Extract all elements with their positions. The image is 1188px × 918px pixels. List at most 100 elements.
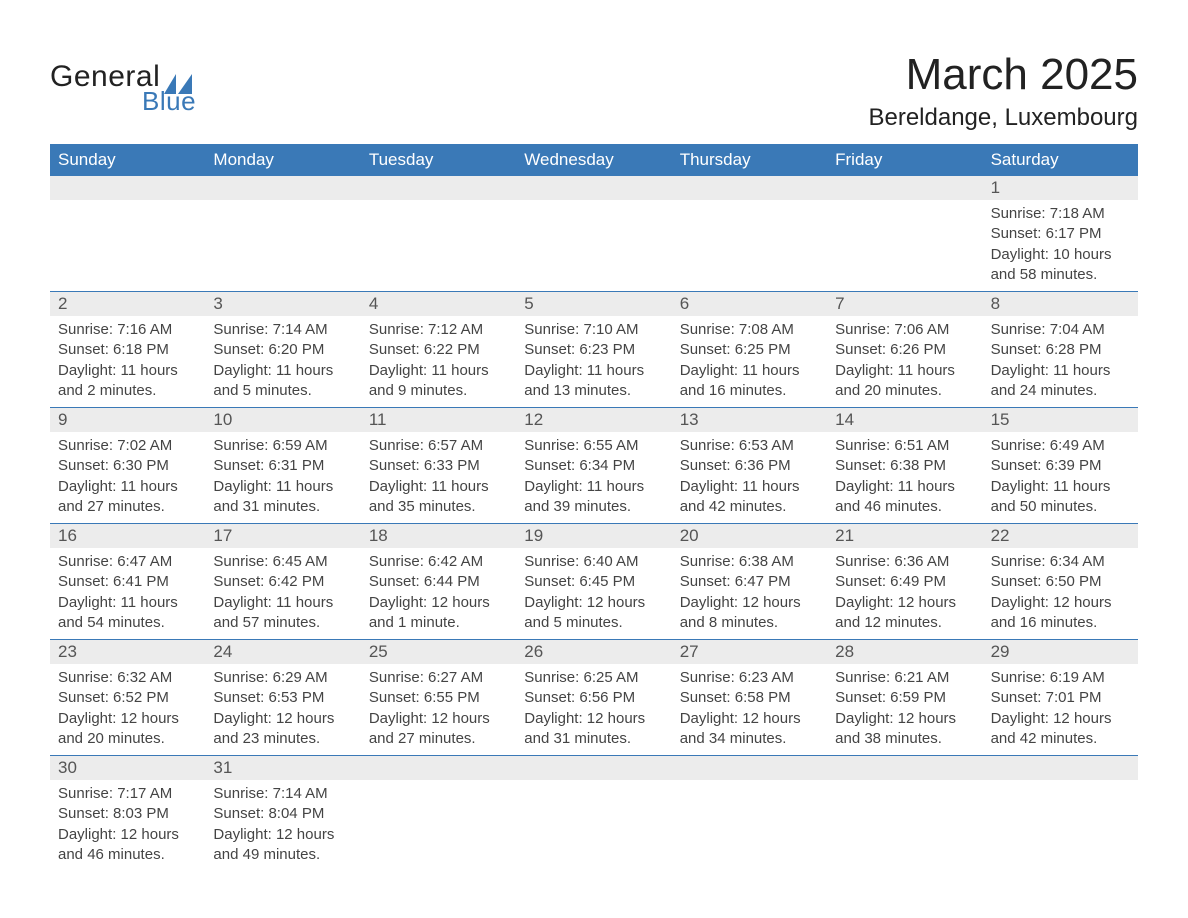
sunrise-text: Sunrise: 6:40 AM [524,552,663,572]
day-number [50,176,205,200]
daynum-row: 1 [50,176,1138,200]
weekday-header: Sunday [50,144,205,176]
day-cell: Sunrise: 7:02 AMSunset: 6:30 PMDaylight:… [50,432,205,523]
daylight-text: Daylight: 12 hours and 5 minutes. [524,593,663,634]
day-cell: Sunrise: 7:18 AMSunset: 6:17 PMDaylight:… [983,200,1138,291]
day-number: 8 [983,292,1138,316]
daylight-text: Daylight: 12 hours and 20 minutes. [58,709,197,750]
sunrise-text: Sunrise: 7:06 AM [835,320,974,340]
day-number: 27 [672,640,827,664]
day-number: 20 [672,524,827,548]
sunset-text: Sunset: 6:56 PM [524,688,663,708]
sunrise-text: Sunrise: 7:10 AM [524,320,663,340]
day-number: 16 [50,524,205,548]
daylight-text: Daylight: 12 hours and 38 minutes. [835,709,974,750]
daylight-text: Daylight: 12 hours and 27 minutes. [369,709,508,750]
day-number: 19 [516,524,671,548]
daylight-text: Daylight: 12 hours and 46 minutes. [58,825,197,866]
sunrise-text: Sunrise: 6:34 AM [991,552,1130,572]
sunset-text: Sunset: 6:26 PM [835,340,974,360]
day-cell: Sunrise: 6:25 AMSunset: 6:56 PMDaylight:… [516,664,671,755]
sunset-text: Sunset: 6:20 PM [213,340,352,360]
sunrise-text: Sunrise: 7:17 AM [58,784,197,804]
sunset-text: Sunset: 6:47 PM [680,572,819,592]
sunrise-text: Sunrise: 6:38 AM [680,552,819,572]
day-cell [50,200,205,291]
brand-logo-top: General [50,60,192,94]
weekday-header: Tuesday [361,144,516,176]
day-cell: Sunrise: 6:49 AMSunset: 6:39 PMDaylight:… [983,432,1138,523]
day-number: 17 [205,524,360,548]
sunset-text: Sunset: 6:55 PM [369,688,508,708]
day-cell: Sunrise: 6:45 AMSunset: 6:42 PMDaylight:… [205,548,360,639]
daylight-text: Daylight: 11 hours and 46 minutes. [835,477,974,518]
sunrise-text: Sunrise: 7:14 AM [213,784,352,804]
day-number [361,176,516,200]
sunrise-text: Sunrise: 6:42 AM [369,552,508,572]
day-number [672,756,827,780]
day-cell: Sunrise: 6:40 AMSunset: 6:45 PMDaylight:… [516,548,671,639]
daylight-text: Daylight: 11 hours and 9 minutes. [369,361,508,402]
day-number: 18 [361,524,516,548]
sunrise-text: Sunrise: 6:47 AM [58,552,197,572]
calendar-header-row: Sunday Monday Tuesday Wednesday Thursday… [50,144,1138,176]
day-number: 14 [827,408,982,432]
sunrise-text: Sunrise: 7:16 AM [58,320,197,340]
day-number: 21 [827,524,982,548]
sunset-text: Sunset: 6:38 PM [835,456,974,476]
sunrise-text: Sunrise: 6:29 AM [213,668,352,688]
sunset-text: Sunset: 6:34 PM [524,456,663,476]
sunrise-text: Sunrise: 7:02 AM [58,436,197,456]
sunset-text: Sunset: 6:58 PM [680,688,819,708]
sunset-text: Sunset: 6:33 PM [369,456,508,476]
daylight-text: Daylight: 12 hours and 12 minutes. [835,593,974,634]
day-number: 1 [983,176,1138,200]
daylight-text: Daylight: 11 hours and 24 minutes. [991,361,1130,402]
page-header: General Blue March 2025 Bereldange, Luxe… [50,30,1138,132]
sunset-text: Sunset: 6:45 PM [524,572,663,592]
day-number: 5 [516,292,671,316]
daylight-text: Daylight: 11 hours and 27 minutes. [58,477,197,518]
sunset-text: Sunset: 6:59 PM [835,688,974,708]
daylight-text: Daylight: 11 hours and 35 minutes. [369,477,508,518]
daynum-row: 3031 [50,755,1138,780]
sunset-text: Sunset: 7:01 PM [991,688,1130,708]
daylight-text: Daylight: 11 hours and 13 minutes. [524,361,663,402]
day-number: 6 [672,292,827,316]
weekday-header: Friday [827,144,982,176]
daylight-text: Daylight: 11 hours and 50 minutes. [991,477,1130,518]
day-cell: Sunrise: 6:57 AMSunset: 6:33 PMDaylight:… [361,432,516,523]
daylight-text: Daylight: 12 hours and 49 minutes. [213,825,352,866]
daynum-row: 9101112131415 [50,407,1138,432]
daylight-text: Daylight: 11 hours and 39 minutes. [524,477,663,518]
day-number: 31 [205,756,360,780]
daylight-text: Daylight: 11 hours and 2 minutes. [58,361,197,402]
daylight-text: Daylight: 11 hours and 5 minutes. [213,361,352,402]
sunrise-text: Sunrise: 6:36 AM [835,552,974,572]
daylight-text: Daylight: 12 hours and 8 minutes. [680,593,819,634]
day-cell: Sunrise: 6:38 AMSunset: 6:47 PMDaylight:… [672,548,827,639]
sunset-text: Sunset: 6:18 PM [58,340,197,360]
weekday-header: Saturday [983,144,1138,176]
day-number [516,176,671,200]
daylight-text: Daylight: 10 hours and 58 minutes. [991,245,1130,286]
calendar-body: 1Sunrise: 7:18 AMSunset: 6:17 PMDaylight… [50,176,1138,871]
daylight-text: Daylight: 11 hours and 20 minutes. [835,361,974,402]
day-number [361,756,516,780]
sunset-text: Sunset: 6:23 PM [524,340,663,360]
brand-logo: General Blue [50,30,196,117]
day-cell: Sunrise: 6:36 AMSunset: 6:49 PMDaylight:… [827,548,982,639]
daylight-text: Daylight: 12 hours and 34 minutes. [680,709,819,750]
sunrise-text: Sunrise: 6:45 AM [213,552,352,572]
daylight-text: Daylight: 11 hours and 54 minutes. [58,593,197,634]
sunrise-text: Sunrise: 7:18 AM [991,204,1130,224]
day-cell: Sunrise: 6:55 AMSunset: 6:34 PMDaylight:… [516,432,671,523]
day-cell: Sunrise: 6:59 AMSunset: 6:31 PMDaylight:… [205,432,360,523]
sunrise-text: Sunrise: 6:53 AM [680,436,819,456]
day-cell [516,780,671,871]
sunrise-text: Sunrise: 6:51 AM [835,436,974,456]
day-cell: Sunrise: 6:27 AMSunset: 6:55 PMDaylight:… [361,664,516,755]
day-number: 12 [516,408,671,432]
day-cell: Sunrise: 6:21 AMSunset: 6:59 PMDaylight:… [827,664,982,755]
logo-sail-icon [164,74,192,94]
